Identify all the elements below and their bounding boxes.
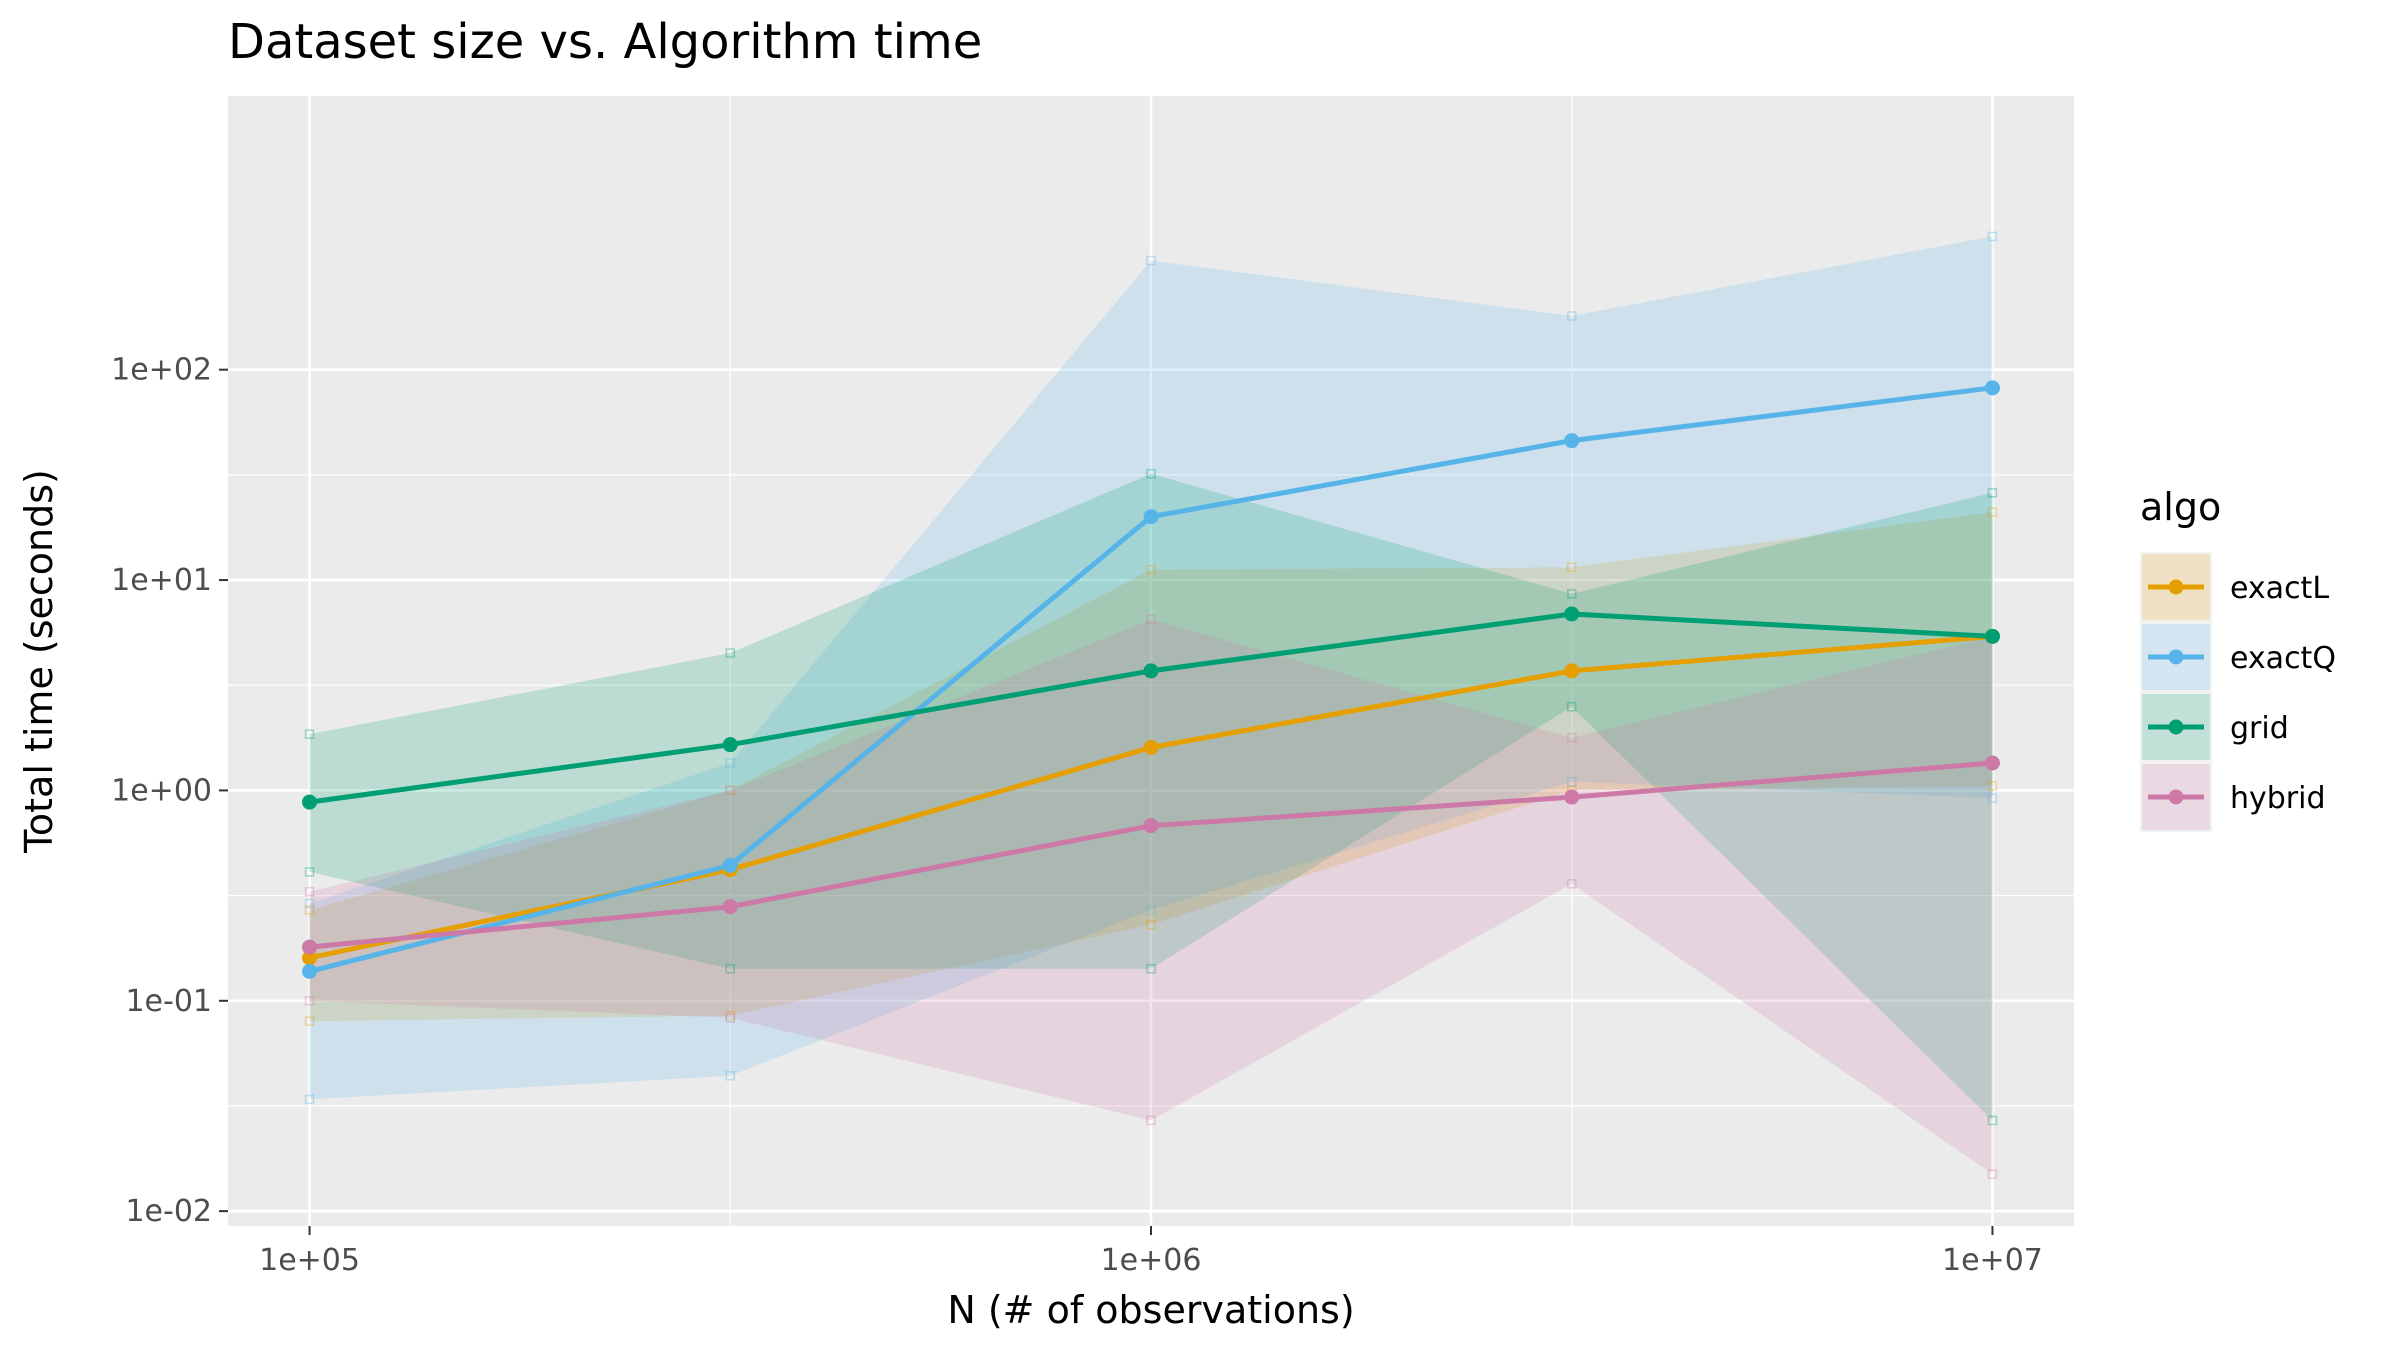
legend-key-point-grid [2168,719,2184,735]
point-exactL [302,950,318,966]
legend-keys: exactL exactQ grid hybrid [2140,552,2336,832]
point-hybrid [1143,818,1159,834]
y-axis: 1e-02 1e-01 1e+00 1e+01 1e+02 [111,353,228,1229]
series-points [302,380,2000,979]
y-tick-label: 1e+02 [111,353,212,388]
bound-marker-exactQ [1146,905,1156,915]
bound-marker-hybrid [304,886,315,897]
bound-marker-exactQ [1566,776,1577,787]
bound-marker-exactQ [725,758,736,768]
point-exactL [1564,663,1580,679]
ribbon-exactL [309,512,1993,1022]
bound-marker-grid [725,964,736,974]
point-hybrid [302,939,318,955]
point-hybrid [1564,789,1580,805]
y-axis-title: Total time (seconds) [17,469,61,854]
bound-marker-exactL [725,1010,736,1021]
legend-key-point-hybrid [2168,789,2184,805]
legend: algo exactL exactQ grid hybrid [2140,485,2336,832]
bound-marker-exactQ [1146,255,1156,266]
bound-marker-grid [1146,964,1156,974]
legend-label-exactQ: exactQ [2230,641,2336,676]
point-hybrid [722,899,738,915]
y-tick-label: 1e-01 [125,984,212,1019]
bound-marker-exactQ [304,1094,315,1105]
legend-key-point-exactL [2168,579,2184,595]
bound-marker-exactL [1987,781,1998,791]
bound-marker-grid [725,648,736,658]
bound-marker-exactL [725,785,736,796]
point-grid [302,794,318,810]
bound-marker-grid [1146,469,1156,479]
bound-marker-grid [1566,589,1577,599]
bound-marker-hybrid [1146,1115,1156,1126]
point-exactQ [722,857,738,873]
ribbon-points [304,231,1998,1179]
ribbon-grid [309,473,1993,1121]
bound-marker-exactL [1146,564,1156,575]
point-grid [1143,663,1159,679]
bound-marker-hybrid [1566,879,1577,889]
legend-label-hybrid: hybrid [2230,781,2326,816]
x-tick-label: 1e+07 [1942,1243,2043,1278]
x-axis-title: N (# of observations) [947,1288,1354,1332]
bound-marker-grid [1987,1115,1998,1126]
bound-marker-grid [1566,701,1577,712]
bound-marker-exactQ [1566,311,1577,321]
bound-marker-hybrid [725,1013,736,1023]
point-exactQ [1564,433,1580,449]
chart-title: Dataset size vs. Algorithm time [228,14,982,70]
legend-key-point-exactQ [2168,649,2184,665]
x-axis: 1e+05 1e+06 1e+07 [259,1226,2043,1278]
bound-marker-hybrid [1566,732,1577,743]
bound-marker-grid [1987,488,1998,498]
bound-marker-exactL [1987,507,1998,518]
bound-marker-exactQ [1987,231,1998,242]
bound-marker-exactL [304,905,315,915]
bound-marker-hybrid [304,996,315,1006]
y-tick-label: 1e+01 [111,563,212,598]
legend-label-grid: grid [2230,711,2289,746]
grid-major [228,96,2074,1226]
bound-marker-hybrid [725,785,736,796]
legend-label-exactL: exactL [2230,571,2329,606]
point-exactL [1143,739,1159,755]
point-hybrid [1984,755,2000,771]
bound-marker-grid [304,867,315,877]
bound-marker-exactL [1566,562,1577,573]
y-tick-label: 1e+00 [111,773,212,808]
point-exactQ [302,963,318,979]
y-tick-label: 1e-02 [125,1194,212,1229]
x-tick-label: 1e+05 [259,1243,360,1278]
ribbon-hybrid [309,619,1993,1175]
bound-marker-exactQ [304,898,315,909]
bound-marker-hybrid [1146,614,1156,625]
bound-marker-exactL [1146,919,1156,930]
bound-marker-grid [304,729,315,739]
bound-marker-exactL [304,1016,315,1026]
bound-marker-exactQ [1987,793,1998,803]
bound-marker-hybrid [1987,1169,1998,1179]
point-exactQ [1984,380,2000,396]
point-grid [722,737,738,753]
x-tick-label: 1e+06 [1101,1243,1202,1278]
point-grid [1564,606,1580,622]
point-exactQ [1143,509,1159,525]
point-grid [1984,628,2000,644]
legend-title: algo [2140,485,2221,529]
bound-marker-exactQ [725,1071,736,1081]
